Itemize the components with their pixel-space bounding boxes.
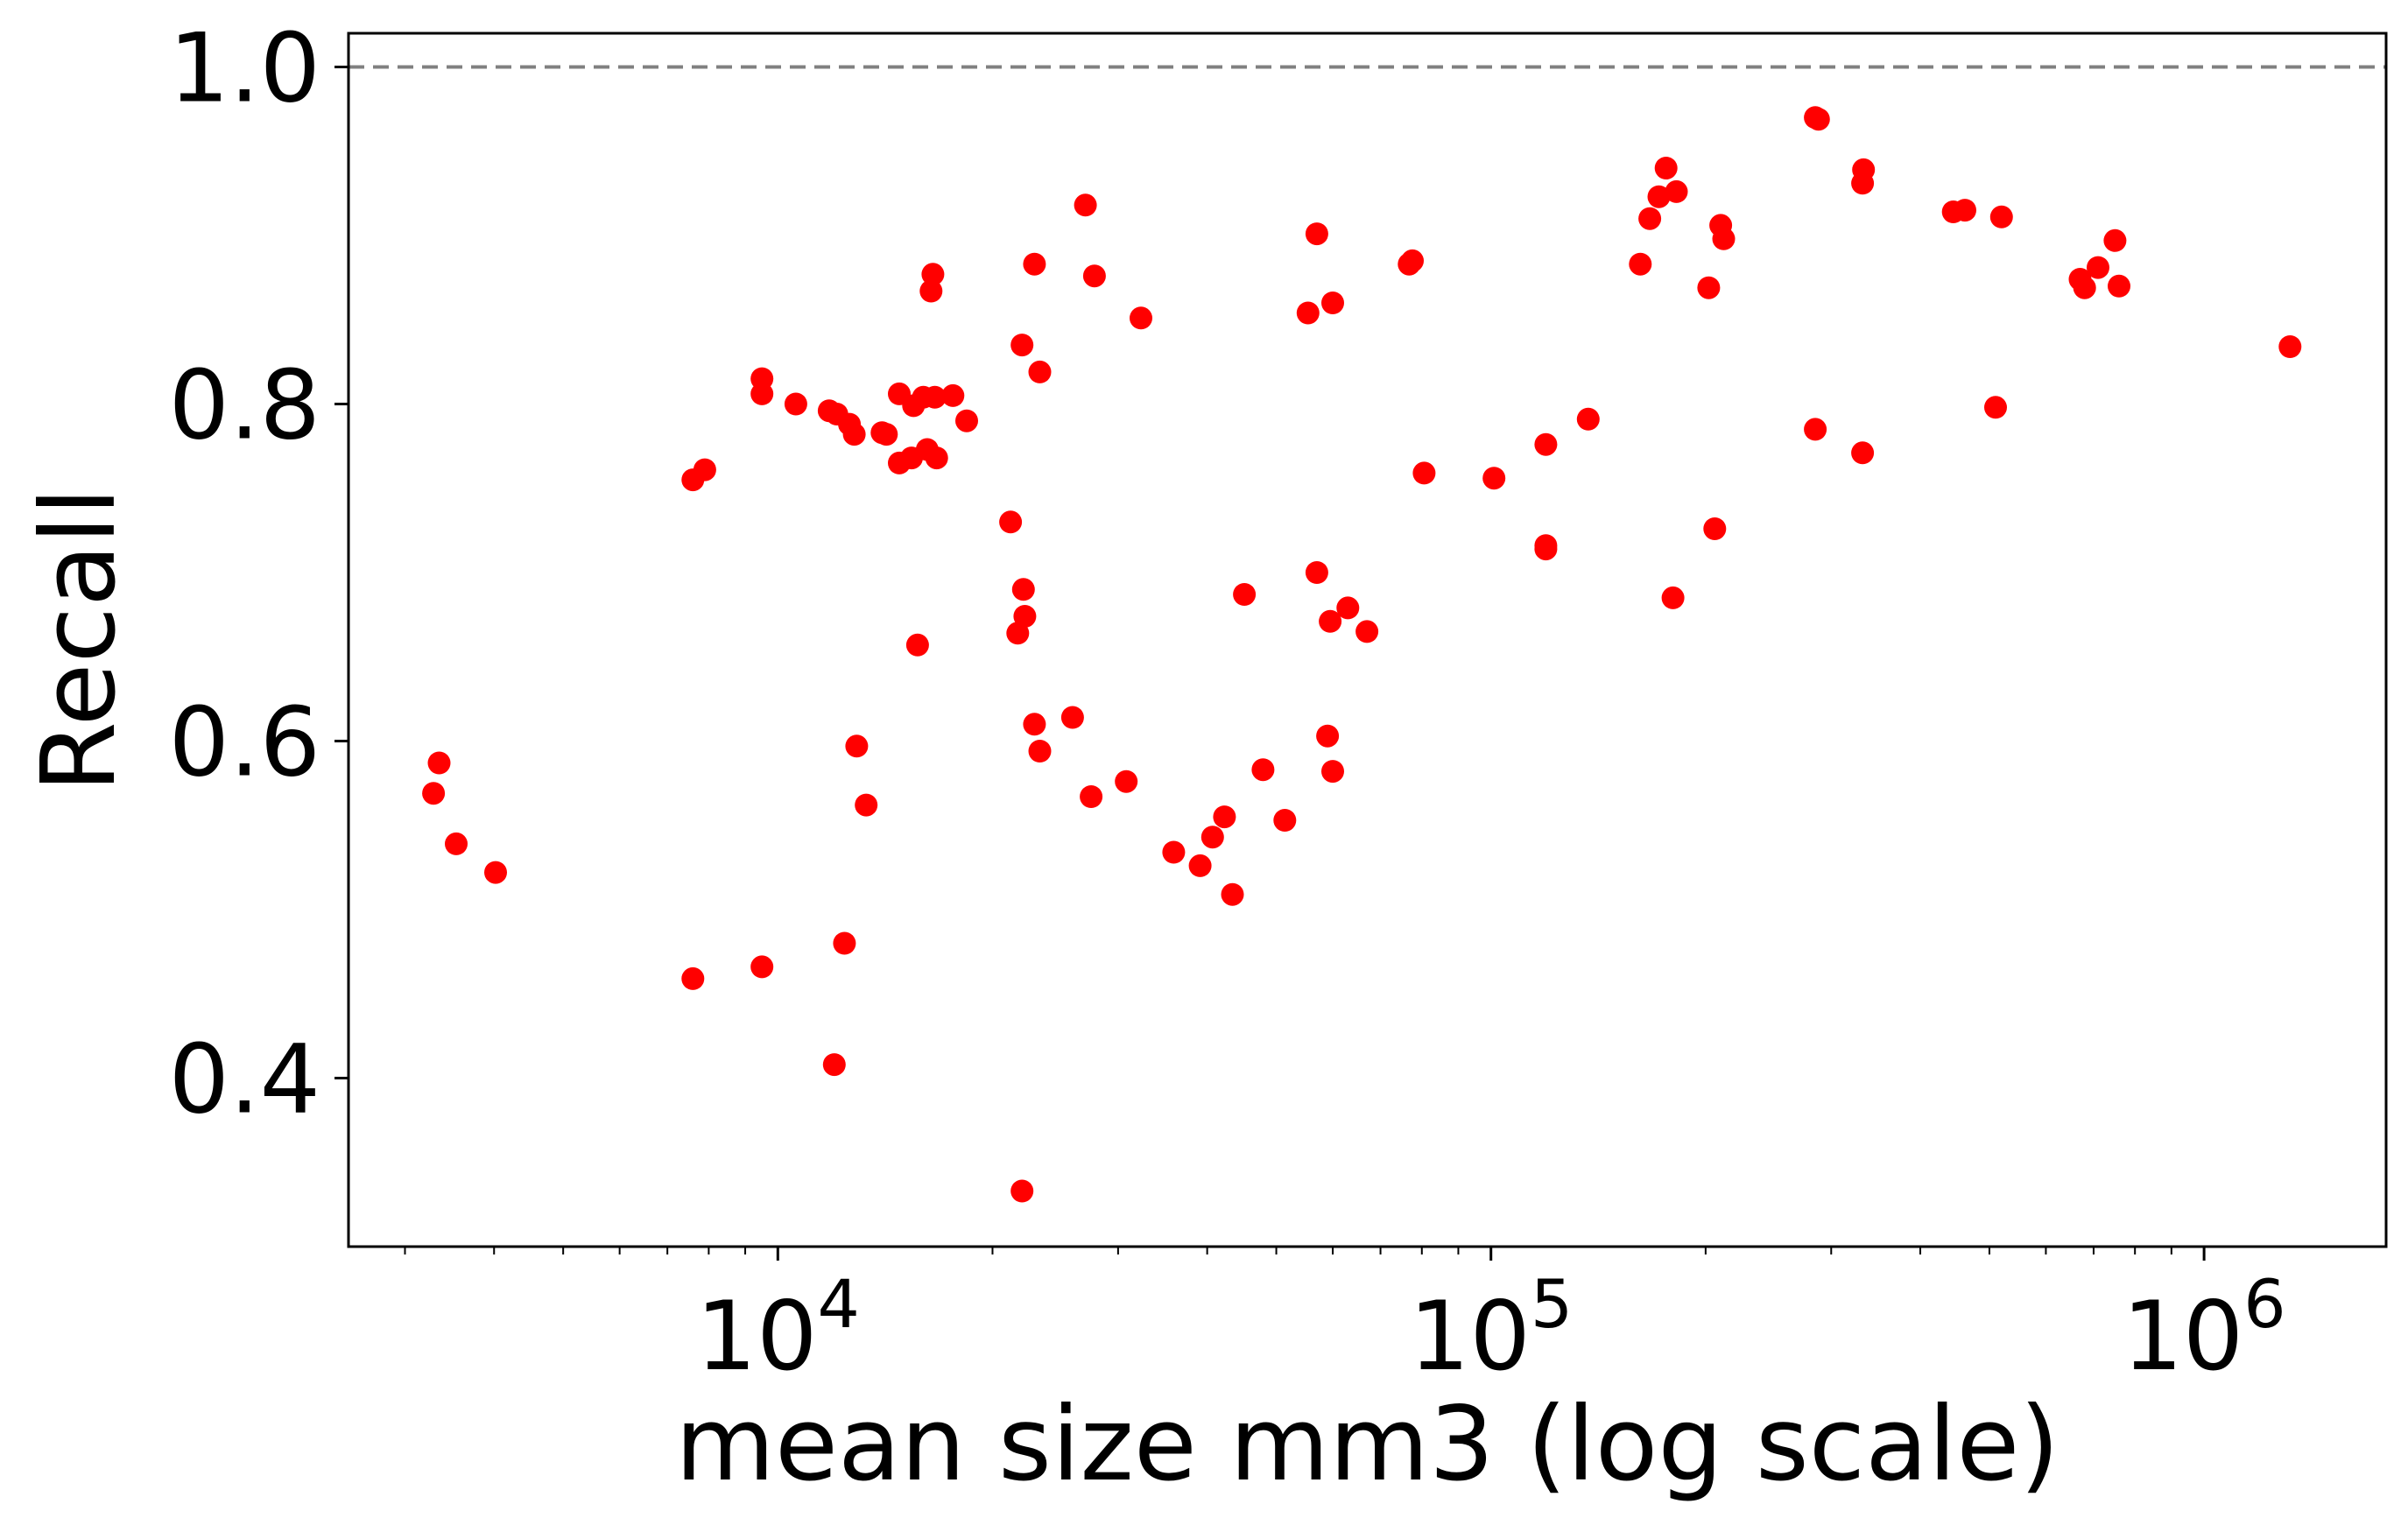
data-point [1188,854,1212,877]
data-point [842,423,866,446]
y-tick-label: 0.4 [169,1024,320,1135]
data-point [1319,609,1342,633]
data-point [1213,805,1236,829]
y-axis-title: Recall [18,487,138,792]
data-point [1305,561,1328,584]
x-tick-label: 106 [2123,1265,2286,1392]
data-point [1638,207,1662,230]
data-point [1654,157,1678,179]
data-point [1221,882,1244,906]
y-axis-ticks: 0.4 0.6 0.8 1.0 [169,13,349,1135]
data-point [1130,306,1152,330]
data-point [1482,467,1506,490]
data-point [855,793,878,817]
data-point [919,279,943,303]
data-point [1534,432,1558,456]
data-point [1954,199,1976,222]
data-point [1412,461,1436,485]
data-point [833,931,856,955]
data-point [1080,785,1103,808]
data-point [1060,706,1084,729]
data-point [845,734,869,758]
data-point [1534,538,1558,561]
y-tick-label: 0.6 [169,687,320,798]
data-point [1010,1179,1034,1203]
data-point [1851,441,1875,465]
data-point [693,458,716,481]
data-point [955,409,978,432]
data-point [1712,227,1736,250]
data-point [822,1053,846,1077]
data-point [1665,179,1688,203]
data-point [681,966,705,990]
data-point [1703,517,1727,540]
data-point [1082,264,1106,288]
data-point [1851,172,1875,195]
y-tick-label: 1.0 [169,13,320,124]
data-point [875,423,898,446]
data-point [1011,578,1035,601]
data-point [1355,620,1379,643]
data-point [1806,108,1830,131]
plot-area-frame [347,32,2388,1248]
data-point [1697,276,1721,299]
data-point [1028,740,1052,762]
data-point [1989,205,2013,228]
data-point [1305,222,1328,246]
y-tick-label: 0.8 [169,350,320,461]
data-point [2103,228,2127,252]
x-tick-label: 105 [1409,1265,1573,1392]
data-point [445,832,468,855]
data-point [1023,252,1046,276]
data-point [427,751,451,775]
data-point [750,955,774,979]
data-point [1115,770,1138,793]
data-point [905,633,929,657]
data-point [925,446,948,470]
data-point [2073,276,2096,299]
data-point [1336,596,1360,620]
x-axis-ticks: 104 105 106 [404,1247,2286,1392]
data-point [1023,713,1046,736]
data-point [999,510,1023,534]
data-point [1273,809,1297,832]
data-point [784,392,807,416]
data-point [1321,292,1344,314]
data-point [2108,274,2130,298]
data-point [1251,758,1275,782]
data-point [1984,396,2007,419]
data-point [1162,840,1186,864]
data-point [1013,605,1037,628]
data-point [1074,193,1097,217]
data-point [941,383,965,407]
data-point [1576,407,1600,431]
x-axis-title: mean size mm3 (log scale) [675,1384,2059,1504]
data-point [1316,724,1340,748]
data-point [1401,249,1424,272]
data-point [1200,826,1224,849]
data-point [1010,334,1034,357]
data-point [923,385,947,409]
data-point [1647,185,1671,208]
data-point [2087,256,2109,279]
data-point [1233,583,1257,606]
data-point [1661,586,1685,609]
x-tick-label: 104 [696,1265,860,1392]
data-point [1321,760,1344,784]
data-point [921,263,945,286]
data-points [422,106,2302,1203]
data-point [484,861,507,884]
data-point [1296,301,1320,325]
data-point [1028,360,1052,383]
data-point [2278,335,2302,358]
data-point [1629,252,1652,276]
data-point [422,782,446,805]
data-point [750,382,774,405]
data-point [1804,418,1827,441]
